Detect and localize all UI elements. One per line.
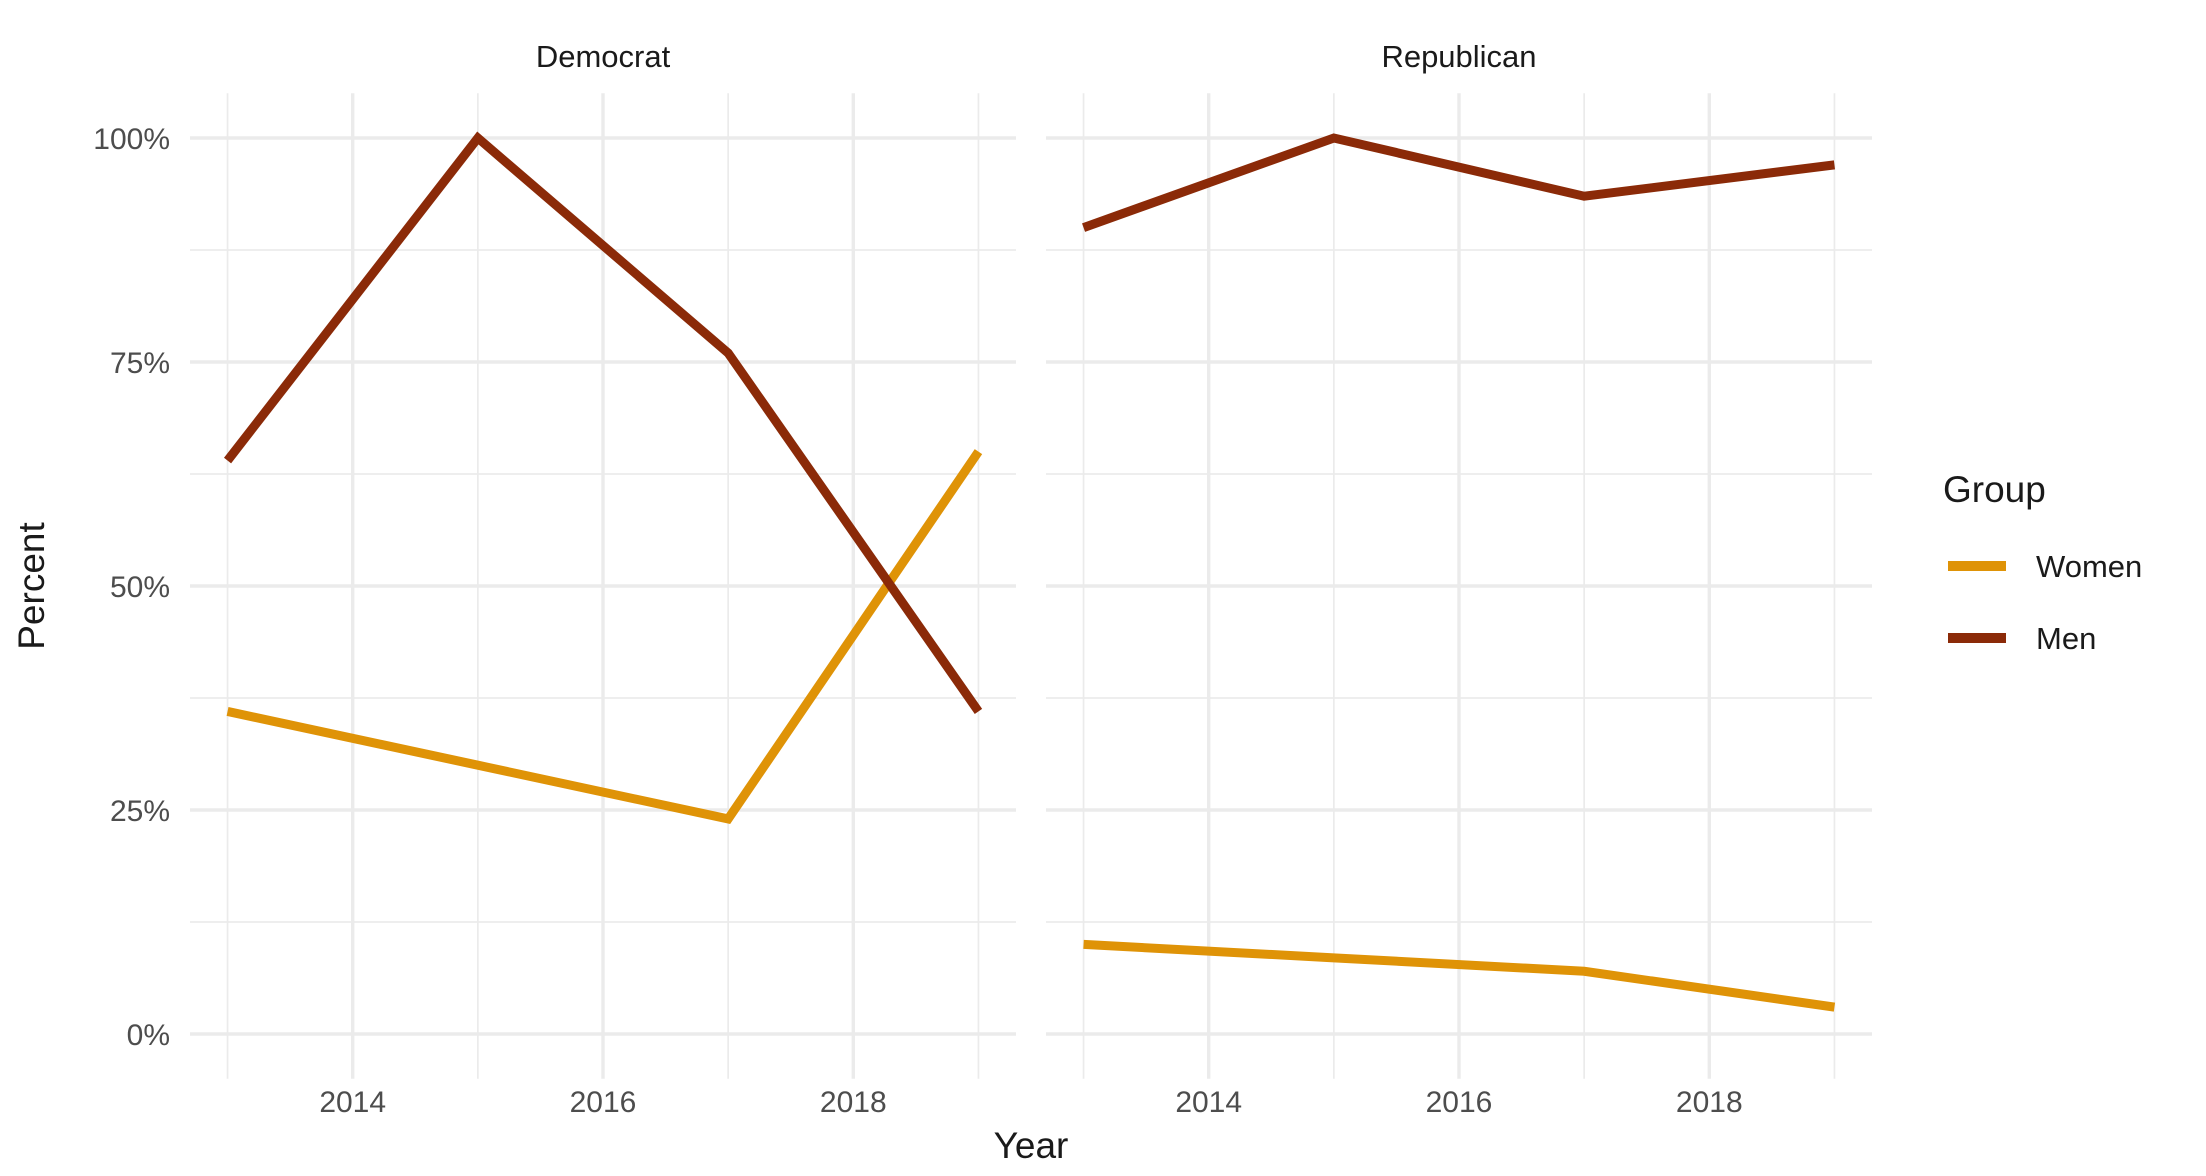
x-tick-label: 2014 [319, 1086, 386, 1119]
facet-label-democrat: Democrat [536, 39, 671, 74]
x-tick-label: 2016 [1426, 1086, 1493, 1119]
x-axis-title: Year [994, 1125, 1069, 1166]
facet-label-republican: Republican [1381, 39, 1536, 74]
y-tick-label: 25% [110, 795, 170, 828]
x-tick-label: 2018 [1676, 1086, 1743, 1119]
line-women-democrat [226, 449, 983, 824]
facet-strip-labels: Democrat Republican [536, 39, 1537, 74]
line-men-democrat [223, 131, 983, 715]
y-tick-label: 0% [127, 1019, 170, 1052]
y-tick-label: 100% [93, 123, 170, 156]
y-tick-label: 75% [110, 347, 170, 380]
legend-label-women: Women [2036, 549, 2142, 584]
legend-label-men: Men [2036, 621, 2096, 656]
x-tick-label: 2016 [570, 1086, 637, 1119]
gridlines-layer [190, 93, 1872, 1079]
line-women-republican [1083, 939, 1836, 1012]
y-axis-title: Percent [11, 522, 52, 650]
y-tick-label: 50% [110, 571, 170, 604]
legend: Group Women Men [1943, 469, 2142, 656]
line-men-republican [1082, 133, 1836, 232]
x-tick-label: 2018 [820, 1086, 887, 1119]
x-tick-label: 2014 [1175, 1086, 1242, 1119]
axis-ticks-layer: 2014 2016 2018 2014 2016 2018 0% 25% 50% 75% 100% [93, 123, 1742, 1119]
data-lines-layer [223, 131, 1836, 1012]
legend-title: Group [1943, 469, 2046, 510]
